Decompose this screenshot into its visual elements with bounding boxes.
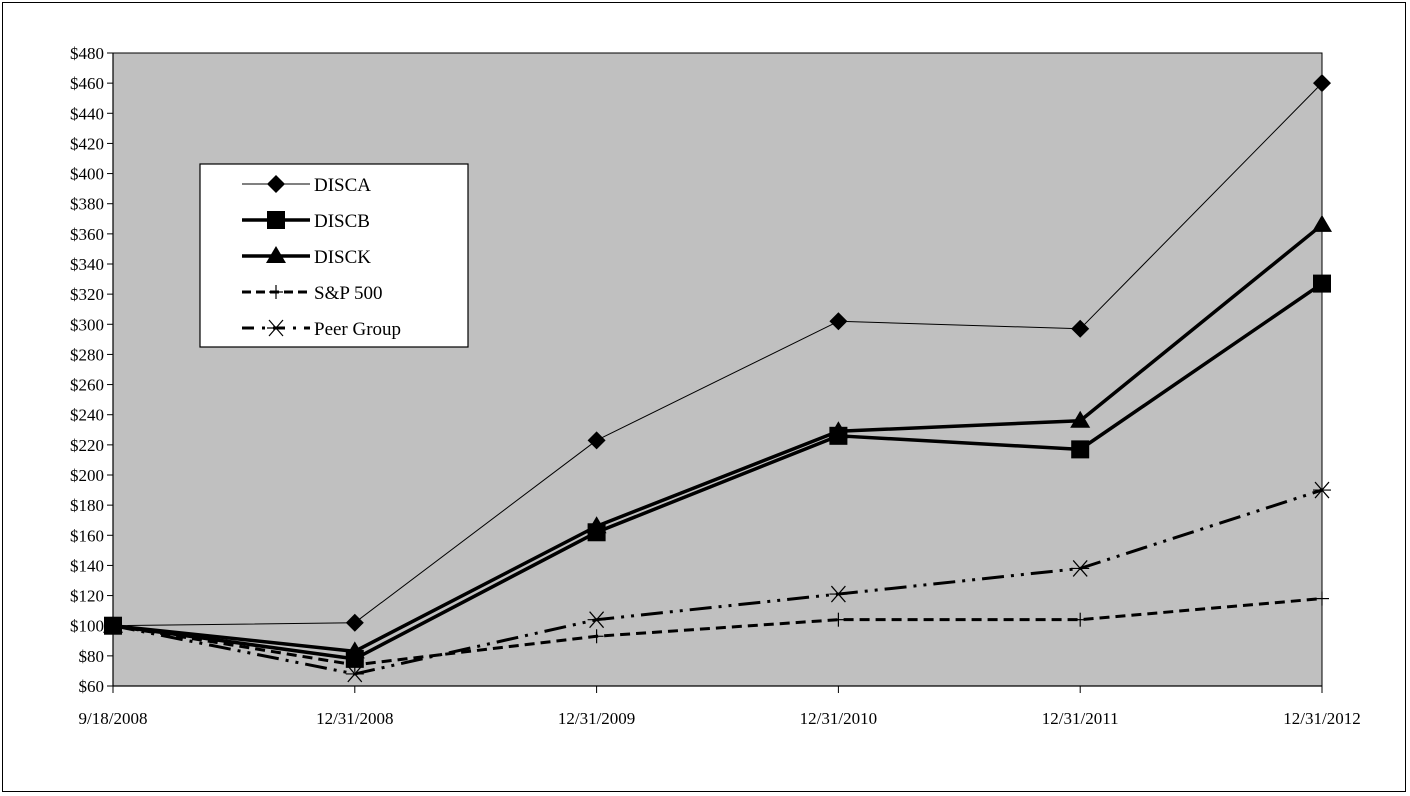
data-point-disca	[829, 312, 848, 331]
y-tick-label: $100	[70, 617, 104, 636]
data-point-s-p-500	[589, 629, 604, 644]
y-tick-label: $120	[70, 587, 104, 606]
data-point-s-p-500	[831, 612, 846, 627]
legend-marker-s-p-500	[269, 285, 283, 299]
series-disca	[104, 74, 1331, 635]
data-point-s-p-500	[1315, 591, 1329, 606]
y-tick-label: $420	[70, 134, 104, 153]
y-tick-label: $60	[79, 677, 105, 696]
y-tick-label: $140	[70, 556, 104, 575]
data-point-discb	[587, 523, 606, 542]
y-tick-label: $160	[70, 526, 104, 545]
data-point-peer-group	[345, 665, 364, 683]
y-tick-label: $300	[70, 315, 104, 334]
legend: DISCA DISCB DISCK S&P 500 Peer Group	[199, 163, 469, 348]
data-point-discb	[829, 426, 848, 445]
legend-marker-discb	[267, 211, 285, 229]
legend-marker-disca	[267, 175, 285, 193]
legend-label-discb: DISCB	[314, 211, 370, 232]
plot-area	[112, 52, 1323, 687]
legend-item-peer-group: Peer Group	[242, 319, 401, 340]
x-tick-label: 12/31/2008	[316, 709, 393, 728]
series-line-disca	[112, 82, 1323, 627]
legend-label-disck: DISCK	[314, 247, 371, 268]
y-tick-label: $360	[70, 225, 104, 244]
legend-item-discb: DISCB	[242, 211, 370, 232]
y-tick-label: $320	[70, 285, 104, 304]
legend-marker-peer-group	[267, 319, 285, 337]
x-tick-label: 12/31/2012	[1283, 709, 1360, 728]
y-tick-label: $440	[70, 104, 104, 123]
legend-marker-disck	[266, 246, 286, 263]
y-tick-label: $200	[70, 466, 104, 485]
data-point-peer-group	[1313, 481, 1331, 499]
data-point-disca	[1071, 319, 1090, 338]
legend-label-peer-group: Peer Group	[314, 319, 401, 340]
series-line-disck	[112, 223, 1324, 654]
data-point-discb	[1313, 274, 1331, 293]
y-tick-label: $240	[70, 406, 104, 425]
y-tick-label: $180	[70, 496, 104, 515]
series-lines	[103, 74, 1332, 683]
y-tick-label: $480	[70, 44, 104, 63]
data-point-disck	[1312, 214, 1332, 232]
series-line-discb	[112, 282, 1323, 661]
legend-item-disca: DISCA	[242, 175, 371, 196]
legend-label-disca: DISCA	[314, 175, 371, 196]
data-point-disca	[1313, 74, 1331, 93]
data-point-discb	[345, 649, 364, 668]
y-tick-label: $220	[70, 436, 104, 455]
x-tick-label: 12/31/2009	[558, 709, 635, 728]
data-point-disca	[345, 613, 364, 632]
y-tick-label: $380	[70, 195, 104, 214]
data-point-disca	[104, 616, 122, 635]
data-point-peer-group	[1071, 560, 1090, 577]
legend-label-s-p-500: S&P 500	[314, 283, 382, 304]
legend-item-disck: DISCK	[242, 246, 371, 268]
x-tick-label: 12/31/2011	[1042, 709, 1119, 728]
y-tick-label: $340	[70, 255, 104, 274]
data-point-disck	[1070, 410, 1091, 428]
data-point-peer-group	[587, 611, 606, 629]
y-tick-label: $400	[70, 165, 104, 184]
data-point-discb	[1071, 440, 1090, 459]
y-tick-label: $460	[70, 74, 104, 93]
x-tick-label: 9/18/2008	[79, 709, 148, 728]
y-tick-label: $80	[79, 647, 105, 666]
y-tick-label: $280	[70, 345, 104, 364]
series-line-s-p-500	[112, 597, 1323, 667]
series-line-peer-group	[112, 488, 1323, 676]
data-point-disca	[587, 431, 606, 450]
data-point-s-p-500	[1073, 612, 1088, 627]
y-tick-label: $260	[70, 376, 104, 395]
legend-item-s-p-500: S&P 500	[242, 283, 382, 304]
plot-background	[112, 52, 1323, 687]
axes: $60 $80 $100 $120 $140 $160 $180 $200 $220 $240 $2…	[70, 44, 1361, 728]
x-tick-label: 12/31/2010	[800, 709, 877, 728]
data-point-peer-group	[829, 585, 848, 603]
